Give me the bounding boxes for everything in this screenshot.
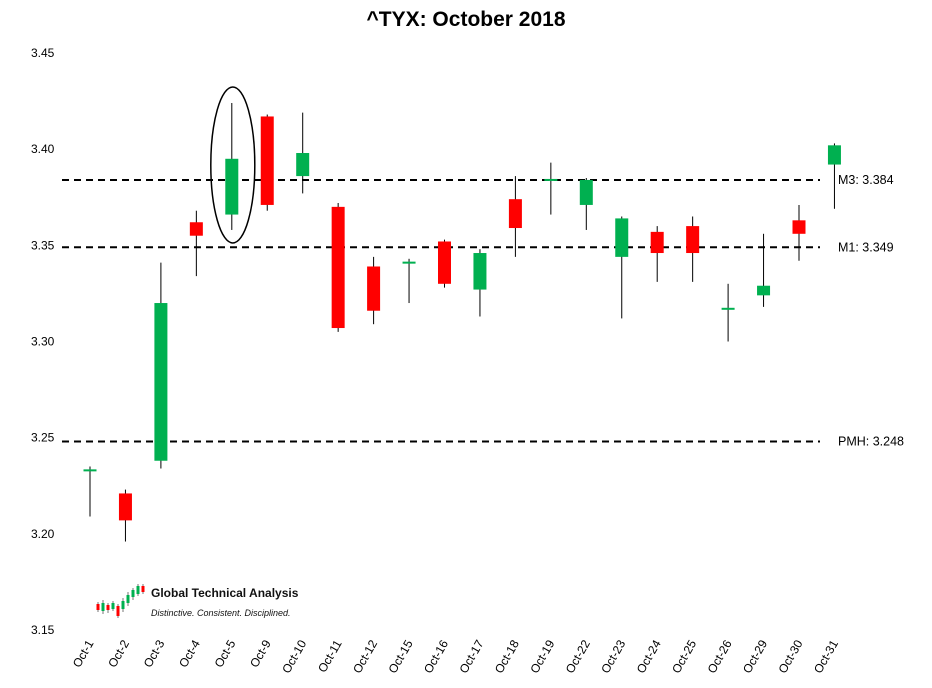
candle-body bbox=[83, 469, 97, 472]
x-tick-label: Oct-9 bbox=[247, 637, 274, 670]
x-tick-label: Oct-26 bbox=[705, 637, 735, 675]
x-tick-label: Oct-10 bbox=[279, 637, 309, 675]
y-tick-label: 3.15 bbox=[31, 623, 55, 637]
x-tick-label: Oct-19 bbox=[527, 637, 557, 675]
highlight-ellipse bbox=[210, 86, 256, 244]
x-tick-label: Oct-22 bbox=[563, 637, 593, 675]
candle-body bbox=[686, 226, 700, 254]
x-tick-label: Oct-16 bbox=[421, 637, 451, 675]
reference-lines: M3: 3.384 M1: 3.349 PMH: 3.248 bbox=[62, 173, 904, 449]
candle-body bbox=[757, 285, 771, 296]
x-tick-label: Oct-5 bbox=[212, 637, 239, 670]
x-tick-label: Oct-4 bbox=[176, 637, 203, 670]
candle-body bbox=[402, 261, 416, 264]
candle-body bbox=[721, 307, 735, 310]
candle-body bbox=[579, 179, 593, 205]
x-tick-label: Oct-11 bbox=[315, 637, 345, 675]
x-tick-label: Oct-31 bbox=[811, 637, 841, 675]
x-tick-label: Oct-30 bbox=[775, 637, 805, 675]
chart-title: ^TYX: October 2018 bbox=[366, 8, 566, 31]
x-tick-label: Oct-25 bbox=[669, 637, 699, 675]
brand-mini-body bbox=[126, 595, 130, 603]
y-axis-ticks: 3.15 3.20 3.25 3.30 3.35 3.40 3.45 bbox=[31, 46, 55, 637]
y-tick-label: 3.35 bbox=[31, 238, 55, 252]
brand-mini-body bbox=[131, 590, 135, 597]
brand-mini-body bbox=[141, 586, 145, 592]
candle-body bbox=[296, 153, 310, 177]
candle-body bbox=[827, 145, 841, 165]
reference-line-label: PMH: 3.248 bbox=[838, 435, 904, 449]
brand-mini-body bbox=[121, 601, 125, 609]
candle-body bbox=[650, 231, 664, 254]
x-tick-label: Oct-12 bbox=[350, 637, 380, 675]
y-tick-label: 3.30 bbox=[31, 335, 55, 349]
candle-body bbox=[473, 253, 487, 290]
candle-body bbox=[792, 220, 806, 234]
brand-mini-body bbox=[111, 603, 115, 609]
reference-line-label: M1: 3.349 bbox=[838, 240, 894, 254]
candle-bodies bbox=[83, 116, 841, 521]
y-tick-label: 3.20 bbox=[31, 527, 55, 541]
candle-wicks bbox=[89, 103, 835, 542]
candle-body bbox=[615, 218, 629, 257]
reference-line-label: M3: 3.384 bbox=[838, 173, 894, 187]
x-tick-label: Oct-24 bbox=[634, 637, 664, 675]
candle-body bbox=[367, 266, 381, 311]
brand-logo: Global Technical Analysis Distinctive. C… bbox=[96, 584, 299, 618]
candle-body bbox=[189, 222, 203, 236]
brand-mini-candles-icon bbox=[96, 584, 145, 618]
brand-tagline: Distinctive. Consistent. Disciplined. bbox=[151, 608, 291, 618]
candle-body bbox=[260, 116, 274, 205]
candle-body bbox=[118, 493, 132, 521]
x-tick-label: Oct-3 bbox=[141, 637, 168, 670]
brand-mini-body bbox=[116, 606, 120, 616]
x-tick-label: Oct-1 bbox=[70, 637, 97, 670]
y-tick-label: 3.25 bbox=[31, 431, 55, 445]
candle-body bbox=[225, 158, 239, 215]
brand-mini-body bbox=[106, 605, 110, 610]
x-tick-label: Oct-2 bbox=[105, 637, 132, 670]
brand-mini-body bbox=[96, 604, 100, 610]
x-tick-label: Oct-18 bbox=[492, 637, 522, 675]
y-tick-label: 3.40 bbox=[31, 142, 55, 156]
candle-body bbox=[154, 303, 168, 461]
x-tick-label: Oct-23 bbox=[598, 637, 628, 675]
x-tick-label: Oct-15 bbox=[386, 637, 416, 675]
candle-body bbox=[438, 241, 451, 284]
x-tick-label: Oct-29 bbox=[740, 637, 770, 675]
brand-mini-body bbox=[136, 586, 140, 594]
y-tick-label: 3.45 bbox=[31, 46, 55, 60]
x-axis-ticks: Oct-1 Oct-2 Oct-3 Oct-4 Oct-5 Oct-9 Oct-10 Oct-… bbox=[70, 637, 841, 675]
candle-body bbox=[508, 199, 522, 229]
annotations bbox=[210, 86, 256, 244]
brand-name: Global Technical Analysis bbox=[151, 586, 299, 600]
candle-body bbox=[544, 178, 558, 181]
x-tick-label: Oct-17 bbox=[456, 637, 486, 675]
candle-body bbox=[331, 206, 345, 329]
brand-mini-body bbox=[101, 603, 105, 611]
